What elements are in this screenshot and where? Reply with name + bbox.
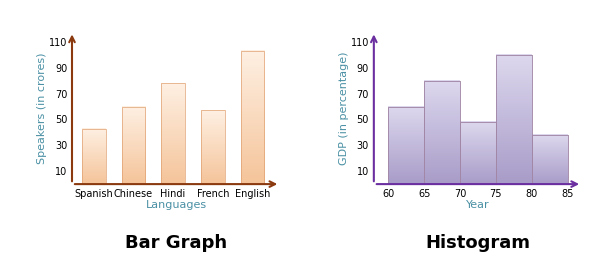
X-axis label: Languages: Languages <box>146 200 206 210</box>
Bar <box>161 83 185 184</box>
Bar <box>532 135 568 184</box>
Y-axis label: Speakers (in crores): Speakers (in crores) <box>37 52 47 164</box>
Bar <box>82 129 106 184</box>
Bar <box>241 51 265 184</box>
Bar <box>460 122 496 184</box>
Bar <box>532 135 568 184</box>
Bar <box>122 107 145 184</box>
Bar <box>201 110 224 184</box>
Y-axis label: GDP (in percentage): GDP (in percentage) <box>339 51 349 165</box>
Bar <box>496 55 532 184</box>
Bar <box>388 107 424 184</box>
Bar <box>460 122 496 184</box>
Text: Histogram: Histogram <box>425 235 530 252</box>
Bar <box>496 55 532 184</box>
Bar <box>388 107 424 184</box>
Bar <box>424 81 460 184</box>
X-axis label: Year: Year <box>466 200 490 210</box>
Text: Bar Graph: Bar Graph <box>125 235 227 252</box>
Bar <box>424 81 460 184</box>
